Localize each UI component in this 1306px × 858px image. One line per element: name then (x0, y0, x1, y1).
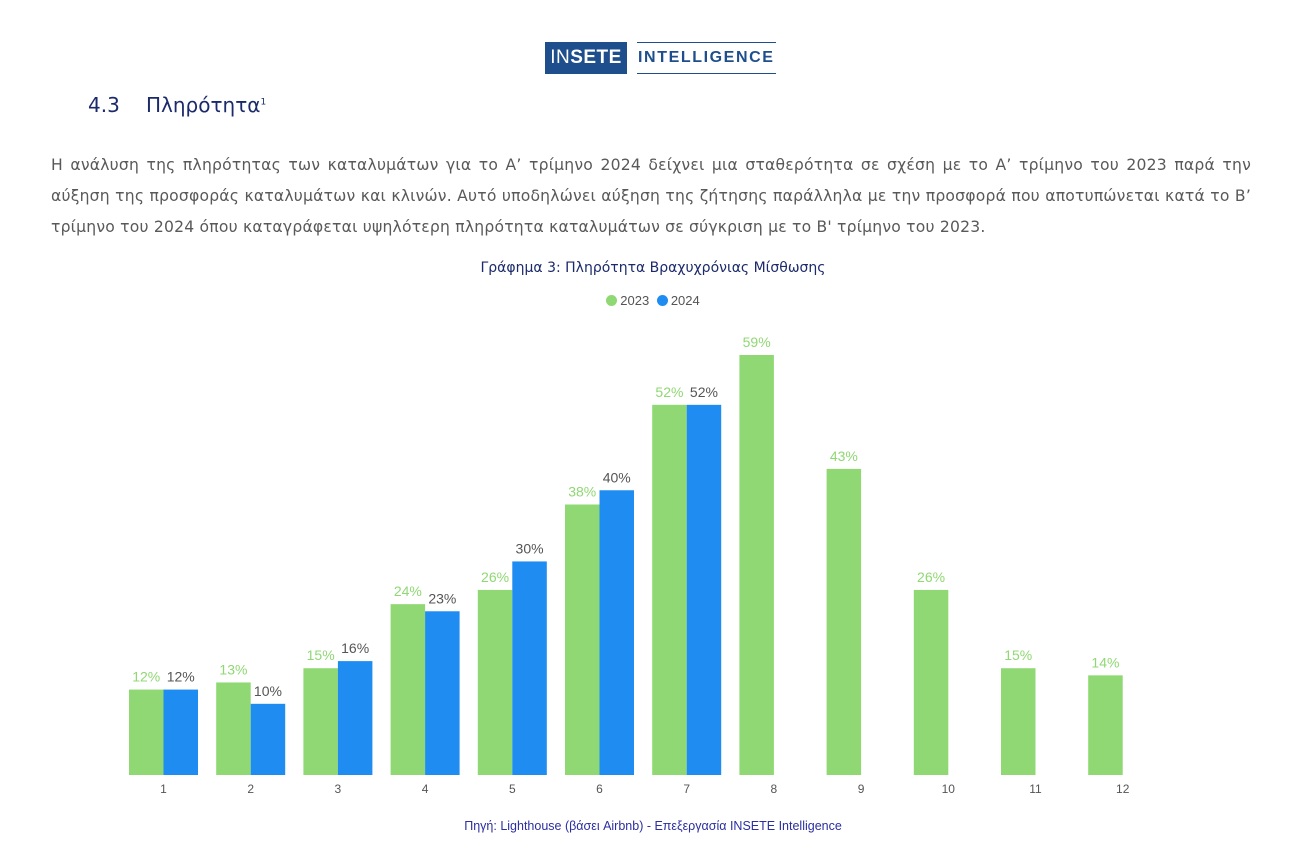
data-label-2023-7: 52% (655, 384, 683, 400)
x-tick-label-6: 6 (596, 782, 603, 796)
bar-2023-6 (565, 504, 600, 775)
x-tick-label-12: 12 (1116, 782, 1130, 796)
section-heading: 4.3 Πληρότητα1 (88, 93, 266, 117)
bar-2023-2 (216, 682, 251, 775)
data-label-2023-4: 24% (394, 583, 422, 599)
bar-2023-7 (652, 404, 687, 775)
bar-2024-2 (250, 703, 286, 775)
bar-2023-9 (826, 468, 862, 775)
chart-legend: 2023 2024 (0, 293, 1306, 309)
section-title: Πληρότητα (146, 93, 261, 117)
bar-2024-3 (337, 661, 373, 775)
data-label-2024-3: 16% (341, 640, 369, 656)
x-tick-label-5: 5 (509, 782, 516, 796)
bar-chart: 12% 12% 1 13% 10% 2 15% 16% 3 24% 23% 4 26% 30% 5 38% 40… (129, 334, 1130, 796)
data-label-2023-1: 12% (132, 669, 160, 685)
legend-swatch-2024 (656, 295, 668, 306)
legend-item-2024: 2024 (656, 293, 700, 308)
bar-2024-1 (163, 689, 198, 775)
data-label-2023-10: 26% (917, 569, 945, 585)
footnote-marker: 1 (260, 97, 267, 108)
data-label-2024-1: 12% (167, 669, 195, 685)
x-tick-label-2: 2 (247, 782, 254, 796)
x-tick-label-8: 8 (771, 782, 778, 796)
x-tick-label-10: 10 (942, 782, 956, 796)
legend-label-2024: 2024 (670, 293, 700, 308)
logo-brand-thin: IN (550, 47, 571, 68)
bar-2023-1 (129, 689, 164, 775)
bar-2024-5 (512, 561, 547, 775)
x-tick-label-11: 11 (1029, 782, 1042, 796)
bar-2023-4 (390, 604, 426, 775)
insete-logo: IN SETE INTELLIGENCE (545, 42, 776, 74)
bar-2024-4 (425, 611, 460, 775)
x-tick-label-4: 4 (422, 782, 429, 796)
bar-2023-11 (1001, 668, 1036, 775)
legend-item-2023: 2023 (606, 293, 649, 308)
chart-title: Γράφημα 3: Πληρότητα Βραχυχρόνιας Μίσθωσ… (480, 260, 826, 276)
data-label-2023-11: 15% (1004, 647, 1032, 663)
data-label-2023-9: 43% (830, 448, 858, 464)
chart-source: Πηγή: Lighthouse (βάσει Airbnb) - Επεξερ… (464, 819, 842, 833)
data-label-2024-4: 23% (428, 590, 456, 606)
logo-brand-bold: SETE (570, 47, 622, 68)
bar-2023-8 (739, 355, 774, 775)
data-label-2024-7: 52% (690, 384, 718, 400)
data-label-2024-5: 30% (516, 540, 544, 556)
data-label-2023-6: 38% (568, 483, 596, 499)
bar-2023-12 (1088, 675, 1123, 775)
x-tick-label-1: 1 (160, 782, 167, 796)
bar-2024-6 (599, 490, 634, 775)
x-tick-label-9: 9 (858, 782, 865, 796)
body-paragraph: Η ανάλυση της πληρότητας των καταλυμάτων… (51, 156, 1251, 236)
legend-swatch-2023 (606, 295, 618, 306)
data-label-2023-12: 14% (1091, 654, 1119, 670)
section-number: 4.3 (88, 93, 120, 117)
x-tick-label-3: 3 (335, 782, 342, 796)
data-label-2023-5: 26% (481, 569, 509, 585)
logo-mark: IN SETE (545, 42, 627, 74)
data-label-2023-3: 15% (307, 647, 335, 663)
bar-2023-3 (303, 668, 338, 775)
data-label-2023-2: 13% (219, 661, 247, 677)
x-tick-label-7: 7 (683, 782, 690, 796)
legend-label-2023: 2023 (620, 293, 650, 308)
bar-2024-7 (686, 404, 722, 775)
bar-2023-10 (913, 589, 949, 775)
data-label-2024-2: 10% (254, 683, 282, 699)
logo-text: INTELLIGENCE (637, 42, 776, 74)
data-label-2023-8: 59% (743, 334, 771, 350)
bar-2023-5 (477, 589, 513, 775)
data-label-2024-6: 40% (603, 469, 631, 485)
